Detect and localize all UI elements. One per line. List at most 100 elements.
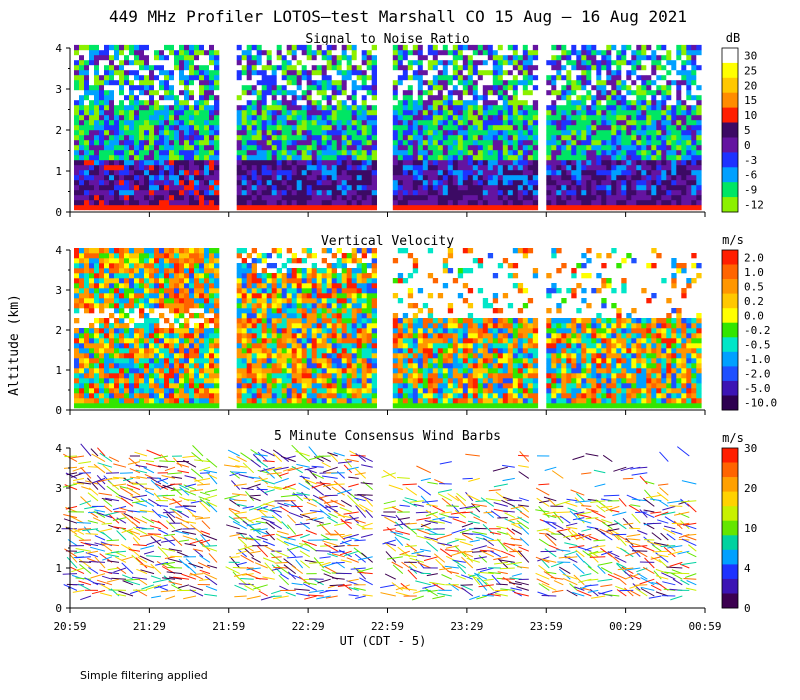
heat-cell xyxy=(184,154,190,161)
heat-cell xyxy=(532,104,539,111)
heat-cell xyxy=(331,169,337,176)
heat-cell xyxy=(487,169,494,176)
heat-cell xyxy=(189,174,195,181)
heat-cell xyxy=(89,99,95,106)
heat-cell xyxy=(472,134,479,141)
heat-cell xyxy=(134,194,140,201)
heat-cell xyxy=(576,79,582,86)
heat-cell xyxy=(601,204,607,211)
heat-cell xyxy=(326,74,332,81)
heat-cell xyxy=(581,89,587,96)
heat-cell xyxy=(326,174,332,181)
heat-cell xyxy=(397,104,404,111)
heat-cell xyxy=(74,179,80,186)
heat-cell xyxy=(94,154,100,161)
heat-cell xyxy=(189,348,195,354)
heat-cell xyxy=(671,184,677,191)
heat-cell xyxy=(194,154,200,161)
heat-cell xyxy=(261,388,267,394)
panel-title: Signal to Noise Ratio xyxy=(305,32,469,47)
heat-cell xyxy=(84,194,90,201)
heat-cell xyxy=(84,129,90,136)
heat-cell xyxy=(477,94,484,101)
heat-cell xyxy=(641,84,647,91)
heat-cell xyxy=(311,69,317,76)
heat-cell xyxy=(502,44,509,51)
heat-cell xyxy=(169,144,175,151)
heat-cell xyxy=(174,109,180,116)
heat-cell xyxy=(99,174,105,181)
heat-cell xyxy=(432,89,439,96)
heat-cell xyxy=(134,278,140,284)
heat-cell xyxy=(452,109,459,116)
heat-cell xyxy=(576,164,582,171)
heat-cell xyxy=(256,159,262,166)
heat-cell xyxy=(392,184,399,191)
heat-cell xyxy=(124,263,130,269)
heat-cell xyxy=(412,164,419,171)
heat-cell xyxy=(586,164,592,171)
heat-cell xyxy=(114,179,120,186)
heat-cell xyxy=(79,74,85,81)
heat-cell xyxy=(497,49,504,56)
heat-cell xyxy=(194,388,200,394)
heat-cell xyxy=(209,189,215,196)
figure-title: 449 MHz Profiler LOTOS—test Marshall CO … xyxy=(109,7,687,26)
heat-cell xyxy=(336,139,342,146)
heat-cell xyxy=(656,194,662,201)
heat-cell xyxy=(611,64,617,71)
heat-cell xyxy=(129,403,135,409)
heat-cell xyxy=(457,94,464,101)
heat-cell xyxy=(204,308,210,314)
heat-cell xyxy=(124,79,130,86)
heat-cell xyxy=(591,159,597,166)
colorbar-label: 10 xyxy=(744,109,757,122)
heat-cell xyxy=(79,159,85,166)
heat-cell xyxy=(462,69,469,76)
heat-cell xyxy=(452,189,459,196)
heat-cell xyxy=(351,169,357,176)
heat-cell xyxy=(591,124,597,131)
heat-cell xyxy=(209,139,215,146)
heat-cell xyxy=(266,139,272,146)
heat-cell xyxy=(306,44,312,51)
heat-cell xyxy=(286,119,292,126)
heat-cell xyxy=(261,149,267,156)
heat-cell xyxy=(261,403,267,409)
heat-cell xyxy=(214,59,220,66)
heat-cell xyxy=(671,189,677,196)
heat-cell xyxy=(686,179,692,186)
heat-cell xyxy=(412,74,419,81)
heat-cell xyxy=(341,64,347,71)
heat-cell xyxy=(94,114,100,121)
heat-cell xyxy=(74,353,80,359)
heat-cell xyxy=(532,134,539,141)
heat-cell xyxy=(482,54,489,61)
heat-cell xyxy=(616,169,622,176)
heat-cell xyxy=(154,54,160,61)
heat-cell xyxy=(119,44,125,51)
heat-cell xyxy=(84,393,90,399)
heat-cell xyxy=(169,199,175,206)
heat-cell xyxy=(241,84,247,91)
heat-cell xyxy=(109,283,115,289)
heat-cell xyxy=(507,194,514,201)
heat-cell xyxy=(79,398,85,404)
heat-cell xyxy=(189,149,195,156)
heat-cell xyxy=(124,328,130,334)
heat-cell xyxy=(512,89,519,96)
heat-cell xyxy=(606,194,612,201)
heat-cell xyxy=(164,353,170,359)
heat-cell xyxy=(251,159,257,166)
heat-cell xyxy=(174,104,180,111)
heat-cell xyxy=(281,44,287,51)
y-tick-label: 1 xyxy=(55,165,62,178)
heat-cell xyxy=(341,54,347,61)
heat-cell xyxy=(432,94,439,101)
heat-cell xyxy=(596,179,602,186)
heat-cell xyxy=(79,54,85,61)
heat-cell xyxy=(129,129,135,136)
heat-cell xyxy=(361,74,367,81)
heat-cell xyxy=(109,323,115,329)
heat-cell xyxy=(109,403,115,409)
